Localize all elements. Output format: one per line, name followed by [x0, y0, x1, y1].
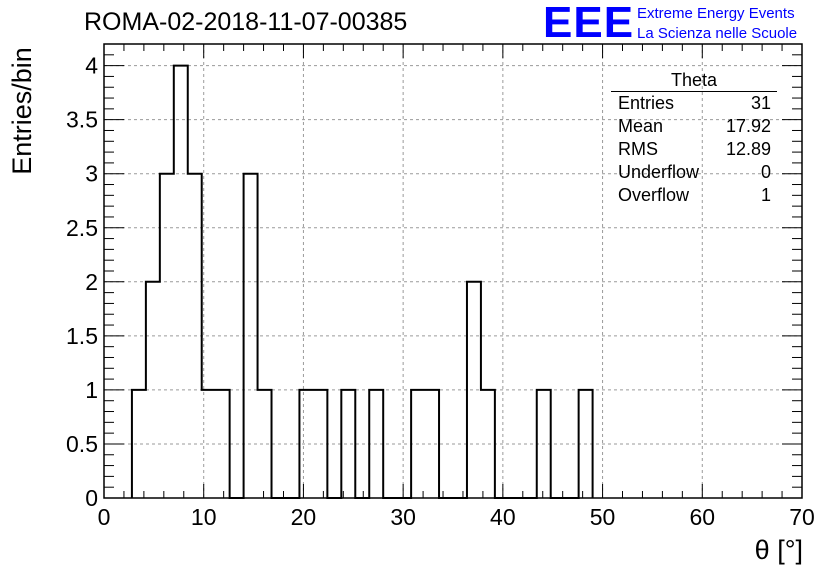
stats-title: Theta [670, 70, 718, 90]
logo-line-1: Extreme Energy Events [637, 5, 795, 22]
y-tick-label: 2.5 [66, 215, 98, 241]
x-tick-label: 30 [390, 504, 416, 530]
stats-label: RMS [618, 139, 658, 159]
histogram-bin [258, 390, 272, 498]
stats-row-underflow: Underflow 0 [618, 162, 771, 184]
x-tick-label: 20 [291, 504, 317, 530]
stats-value: 31 [750, 93, 771, 113]
x-tick-label: 70 [789, 504, 815, 530]
x-tick-label: 50 [590, 504, 616, 530]
y-axis-label: Entries/bin [7, 47, 37, 175]
histogram-bin [174, 66, 188, 498]
y-tick-label: 0 [85, 485, 98, 511]
y-tick-label: 1 [85, 377, 98, 403]
stats-value: 17.92 [725, 116, 771, 136]
x-axis-label: θ [°] [754, 535, 803, 565]
stats-label: Mean [618, 116, 664, 136]
stats-label: Overflow [618, 185, 690, 205]
stats-divider [611, 91, 777, 92]
stats-row-entries: Entries 31 [618, 93, 771, 115]
x-tick-label: 60 [689, 504, 715, 530]
logo-line-2: La Scienza nelle Scuole [637, 25, 798, 42]
stats-row-rms: RMS 12.89 [618, 139, 771, 161]
y-tick-label: 1.5 [66, 323, 98, 349]
stats-value: 0 [760, 162, 771, 182]
stats-value: 12.89 [725, 139, 771, 159]
x-tick-label: 10 [191, 504, 217, 530]
stats-row-overflow: Overflow 1 [618, 185, 771, 207]
stats-row-mean: Mean 17.92 [618, 116, 771, 138]
y-tick-label: 3.5 [66, 107, 98, 133]
x-tick-label: 0 [98, 504, 111, 530]
y-tick-label: 0.5 [66, 431, 98, 457]
stats-box: Theta Entries 31 Mean 17.92 RMS 12.89 Un… [611, 70, 777, 210]
y-tick-label: 2 [85, 269, 98, 295]
stats-label: Underflow [618, 162, 700, 182]
y-tick-label: 4 [85, 53, 98, 79]
stats-label: Entries [618, 93, 675, 113]
eee-logo: EEE [543, 0, 635, 47]
y-tick-label: 3 [85, 161, 98, 187]
histogram-bin [216, 390, 230, 498]
x-tick-label: 40 [490, 504, 516, 530]
stats-value: 1 [760, 185, 771, 205]
histogram-bin [341, 390, 355, 498]
chart-title: ROMA-02-2018-11-07-00385 [84, 8, 408, 36]
histogram-bin [299, 390, 313, 498]
